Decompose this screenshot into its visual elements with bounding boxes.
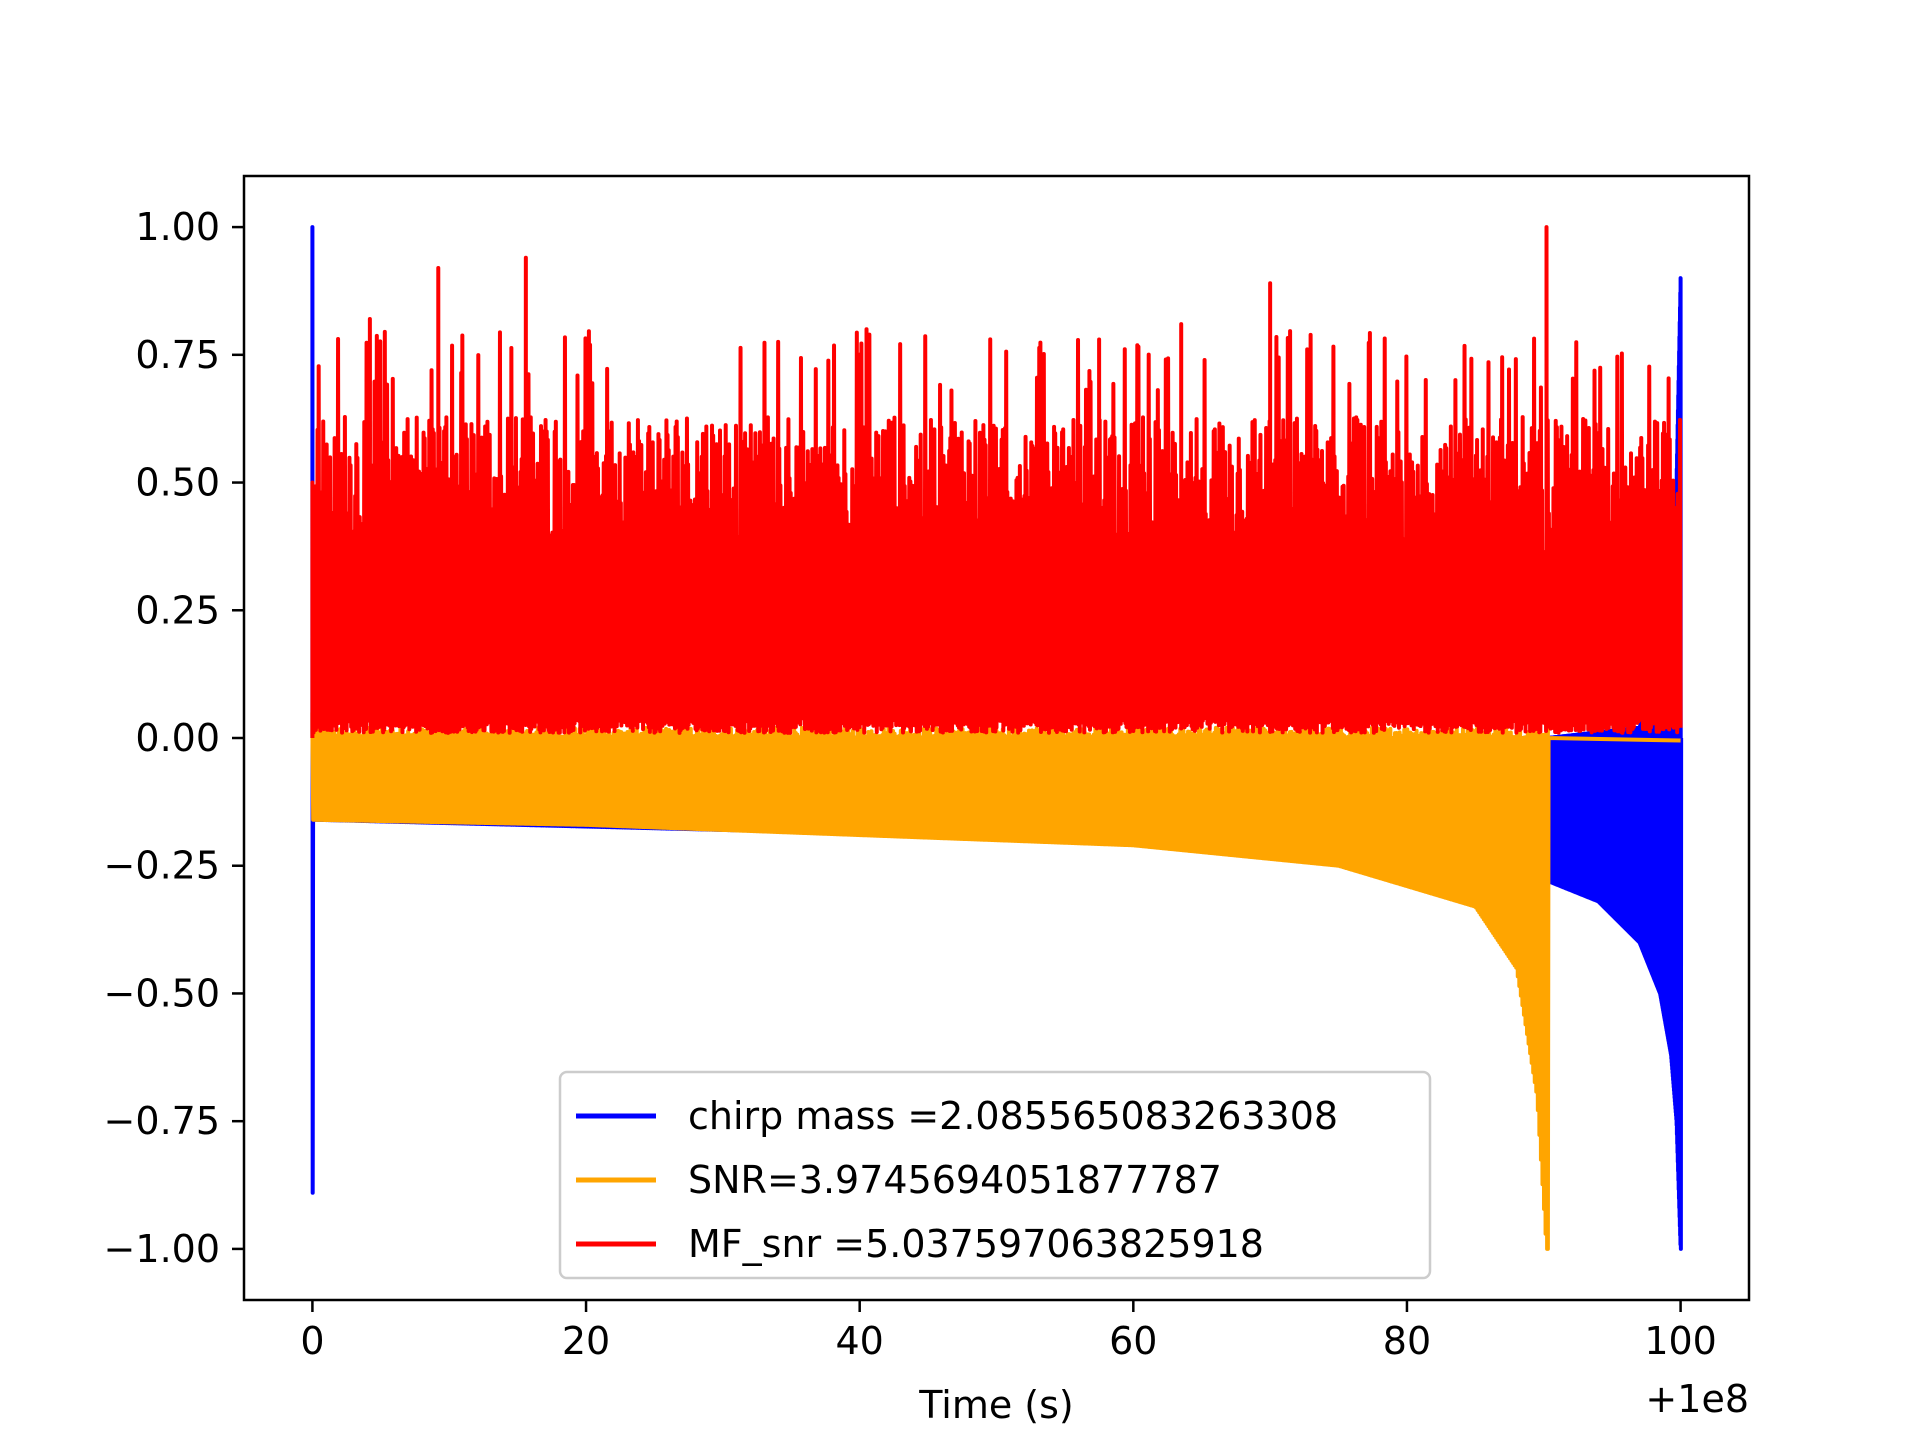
legend-entry-label: MF_snr =5.037597063825918 xyxy=(688,1222,1264,1266)
x-tick-label: 100 xyxy=(1644,1319,1717,1363)
x-tick-label: 40 xyxy=(836,1319,884,1363)
legend-entry-label: SNR=3.9745694051877787 xyxy=(688,1158,1222,1202)
x-tick-label: 0 xyxy=(300,1319,324,1363)
legend-box xyxy=(558,1070,1432,1280)
x-tick-label: 60 xyxy=(1109,1319,1157,1363)
y-tick-label: 0.25 xyxy=(135,588,220,632)
series-snr-line xyxy=(310,712,1681,1251)
plot-area xyxy=(310,225,1684,1251)
legend: chirp mass =2.085565083263308 SNR=3.97456… xyxy=(558,1070,1432,1280)
legend-entry-label: chirp mass =2.085565083263308 xyxy=(688,1094,1338,1138)
y-tick-label: −0.25 xyxy=(104,844,220,888)
series-mf-snr-line xyxy=(310,225,1683,739)
x-axis-label: Time (s) xyxy=(918,1383,1074,1427)
y-tick-label: −0.50 xyxy=(104,971,220,1015)
axes: 0 20 40 60 80 100 1.00 0.75 0.50 0.25 0.00 −0.25 −0.… xyxy=(104,174,1751,1363)
x-tick-label: 20 xyxy=(562,1319,610,1363)
x-axis-offset-label: +1e8 xyxy=(1645,1377,1749,1421)
y-tick-label: −1.00 xyxy=(104,1227,220,1271)
y-tick-label: 1.00 xyxy=(135,205,220,249)
y-tick-label: 0.50 xyxy=(135,461,220,505)
y-tick-label: 0.00 xyxy=(135,716,220,760)
y-tick-label: −0.75 xyxy=(104,1099,220,1143)
x-tick-label: 80 xyxy=(1383,1319,1431,1363)
y-tick-label: 0.75 xyxy=(135,333,220,377)
